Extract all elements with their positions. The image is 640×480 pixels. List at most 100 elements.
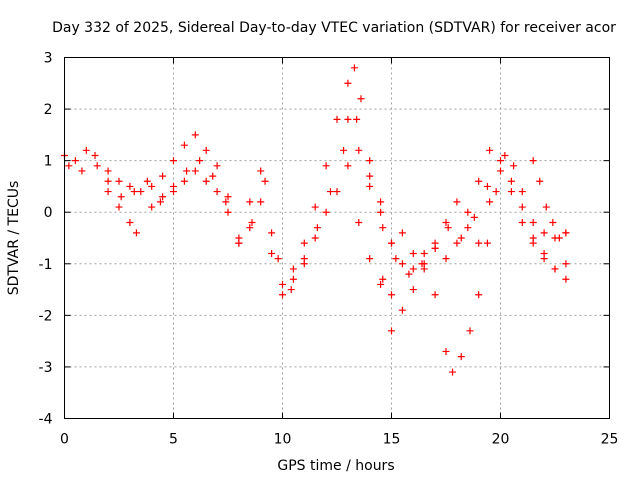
data-point — [501, 151, 509, 159]
data-point — [183, 167, 191, 175]
data-point — [475, 177, 483, 185]
data-point — [224, 208, 232, 216]
data-point — [483, 182, 491, 190]
data-point — [246, 198, 254, 206]
data-point — [529, 219, 537, 227]
data-point — [409, 249, 417, 257]
data-point — [457, 353, 465, 361]
data-point — [475, 239, 483, 247]
data-point — [377, 198, 385, 206]
data-point — [132, 229, 140, 237]
data-point — [213, 162, 221, 170]
data-point — [405, 270, 413, 278]
x-tick-label: 15 — [383, 432, 401, 448]
data-point — [562, 260, 570, 268]
y-tick-label: -2 — [39, 308, 53, 324]
data-point — [130, 188, 138, 196]
data-point — [366, 182, 374, 190]
data-point — [311, 203, 319, 211]
x-tick-label: 10 — [274, 432, 292, 448]
data-point — [82, 146, 90, 154]
data-point — [377, 208, 385, 216]
data-point — [366, 255, 374, 263]
data-point — [202, 146, 210, 154]
data-point — [529, 157, 537, 165]
data-point — [431, 244, 439, 252]
y-tick-label: -4 — [39, 412, 53, 428]
data-point — [353, 115, 361, 123]
data-point — [466, 327, 474, 335]
data-point — [257, 198, 265, 206]
data-point — [117, 193, 125, 201]
data-point — [518, 203, 526, 211]
series-sat-track-B — [65, 115, 491, 294]
data-point — [196, 157, 204, 165]
data-point — [340, 146, 348, 154]
data-point — [507, 177, 515, 185]
data-point — [322, 208, 330, 216]
data-point — [562, 275, 570, 283]
data-point — [104, 177, 112, 185]
data-point — [483, 239, 491, 247]
data-point — [398, 260, 406, 268]
data-point — [398, 229, 406, 237]
data-point — [392, 255, 400, 263]
data-point — [268, 249, 276, 257]
data-point — [510, 162, 518, 170]
data-point — [289, 275, 297, 283]
data-point — [388, 239, 395, 247]
data-point — [470, 213, 478, 221]
data-point — [344, 79, 352, 87]
data-point — [261, 177, 269, 185]
data-point — [518, 219, 526, 227]
x-axis-label: GPS time / hours — [277, 458, 394, 474]
data-point — [475, 291, 483, 299]
data-point — [322, 162, 330, 170]
data-point — [536, 177, 544, 185]
x-tick-label: 0 — [60, 432, 69, 448]
data-point — [126, 182, 134, 190]
data-point — [497, 157, 504, 165]
y-tick-label: -3 — [39, 360, 53, 376]
data-point — [326, 188, 334, 196]
data-point — [287, 286, 295, 294]
data-point — [398, 306, 406, 314]
series-sat-track-C — [104, 162, 395, 335]
data-point — [104, 167, 112, 175]
data-point — [279, 291, 286, 299]
data-point — [180, 141, 188, 149]
data-point — [379, 275, 387, 283]
y-tick-label: -1 — [39, 257, 53, 273]
data-point — [248, 219, 256, 227]
data-point — [126, 219, 134, 227]
data-point — [555, 234, 563, 242]
y-axis-label: SDTVAR / TECUs — [6, 181, 22, 296]
data-point — [518, 188, 526, 196]
data-point — [78, 167, 86, 175]
y-tick-label: 2 — [44, 102, 53, 118]
data-point — [464, 224, 472, 232]
data-point — [464, 208, 472, 216]
data-point — [143, 177, 151, 185]
x-tick-label: 20 — [492, 432, 510, 448]
data-point — [333, 115, 341, 123]
data-point — [492, 188, 500, 196]
data-point — [180, 177, 188, 185]
data-point — [442, 347, 450, 355]
data-point — [431, 291, 439, 299]
data-point — [562, 229, 570, 237]
data-point — [156, 198, 164, 206]
data-point — [115, 203, 123, 211]
data-point — [379, 224, 387, 232]
data-point — [457, 234, 465, 242]
data-point — [449, 368, 457, 376]
data-point — [191, 167, 199, 175]
data-point — [279, 280, 286, 288]
data-point — [355, 219, 363, 227]
data-point — [222, 198, 230, 206]
plot-frame — [64, 57, 610, 419]
data-point — [137, 188, 145, 196]
data-point — [209, 172, 217, 180]
data-point — [170, 182, 177, 190]
data-point — [202, 177, 210, 185]
